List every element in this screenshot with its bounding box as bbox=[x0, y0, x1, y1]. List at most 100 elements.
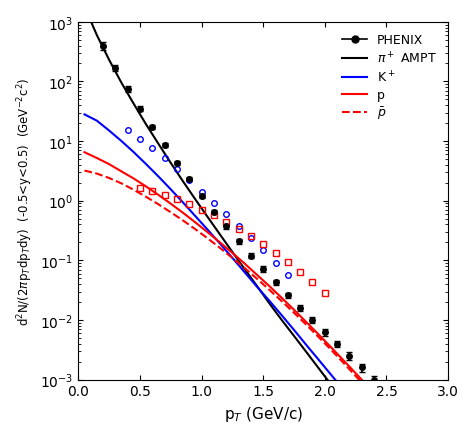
p bbox=[316, 332, 321, 337]
K$^+$ bbox=[279, 313, 284, 318]
K$^+$ bbox=[217, 241, 223, 247]
$\pi^+$ AMPT bbox=[316, 366, 321, 371]
$\bar{p}$ bbox=[106, 176, 112, 181]
$\pi^+$ AMPT bbox=[155, 142, 161, 147]
p bbox=[94, 156, 100, 161]
p bbox=[365, 384, 371, 389]
$\bar{p}$ bbox=[328, 347, 334, 353]
$\bar{p}$ bbox=[353, 374, 358, 379]
$\bar{p}$ bbox=[377, 401, 383, 406]
$\pi^+$ AMPT bbox=[131, 102, 137, 107]
Line: $\pi^+$ AMPT: $\pi^+$ AMPT bbox=[84, 7, 442, 438]
$\pi^+$ AMPT bbox=[365, 432, 371, 437]
$\bar{p}$ bbox=[365, 387, 371, 392]
Line: K$^+$: K$^+$ bbox=[84, 115, 442, 438]
K$^+$ bbox=[131, 150, 137, 155]
$\bar{p}$ bbox=[131, 188, 137, 193]
$\pi^+$ AMPT bbox=[82, 5, 87, 10]
p bbox=[118, 170, 124, 175]
p bbox=[180, 211, 186, 216]
K$^+$ bbox=[180, 201, 186, 206]
p bbox=[402, 425, 408, 431]
$\bar{p}$ bbox=[217, 246, 223, 251]
K$^+$ bbox=[365, 417, 371, 423]
p bbox=[303, 320, 309, 325]
K$^+$ bbox=[155, 174, 161, 180]
Line: $\bar{p}$: $\bar{p}$ bbox=[84, 171, 442, 438]
$\bar{p}$ bbox=[118, 181, 124, 187]
K$^+$ bbox=[242, 270, 247, 276]
K$^+$ bbox=[205, 228, 210, 233]
$\pi^+$ AMPT bbox=[192, 198, 198, 203]
K$^+$ bbox=[266, 298, 272, 304]
p bbox=[266, 284, 272, 289]
$\pi^+$ AMPT bbox=[254, 284, 260, 289]
$\bar{p}$ bbox=[143, 195, 149, 200]
$\pi^+$ AMPT bbox=[353, 415, 358, 420]
$\pi^+$ AMPT bbox=[106, 58, 112, 64]
p bbox=[353, 371, 358, 376]
$\pi^+$ AMPT bbox=[217, 233, 223, 238]
$\pi^+$ AMPT bbox=[266, 301, 272, 306]
p bbox=[340, 358, 346, 363]
p bbox=[377, 398, 383, 403]
$\pi^+$ AMPT bbox=[168, 161, 173, 166]
X-axis label: p$_T$ (GeV/c): p$_T$ (GeV/c) bbox=[224, 404, 303, 423]
$\bar{p}$ bbox=[82, 169, 87, 174]
p bbox=[143, 184, 149, 190]
$\pi^+$ AMPT bbox=[118, 81, 124, 86]
$\pi^+$ AMPT bbox=[229, 250, 235, 255]
K$^+$ bbox=[316, 357, 321, 363]
$\bar{p}$ bbox=[279, 299, 284, 304]
K$^+$ bbox=[118, 139, 124, 145]
$\bar{p}$ bbox=[402, 430, 408, 435]
K$^+$ bbox=[192, 214, 198, 219]
$\pi^+$ AMPT bbox=[291, 333, 297, 339]
p bbox=[131, 177, 137, 182]
$\bar{p}$ bbox=[242, 266, 247, 271]
p bbox=[192, 220, 198, 226]
$\pi^+$ AMPT bbox=[180, 180, 186, 185]
K$^+$ bbox=[340, 387, 346, 392]
$\bar{p}$ bbox=[254, 276, 260, 282]
K$^+$ bbox=[106, 129, 112, 134]
K$^+$ bbox=[229, 256, 235, 261]
$\bar{p}$ bbox=[266, 287, 272, 293]
$\bar{p}$ bbox=[155, 202, 161, 208]
$\pi^+$ AMPT bbox=[279, 318, 284, 323]
$\pi^+$ AMPT bbox=[242, 267, 247, 272]
p bbox=[155, 193, 161, 198]
p bbox=[217, 240, 223, 246]
K$^+$ bbox=[303, 343, 309, 348]
Y-axis label: d$^2$N/(2$\pi$p$_T$dp$_T$dy)  (-0.5<y<0.5)  (GeV$^{-2}$c$^2$): d$^2$N/(2$\pi$p$_T$dp$_T$dy) (-0.5<y<0.5… bbox=[15, 78, 35, 325]
$\pi^+$ AMPT bbox=[328, 382, 334, 387]
$\pi^+$ AMPT bbox=[143, 123, 149, 128]
$\bar{p}$ bbox=[390, 415, 395, 420]
p bbox=[205, 230, 210, 235]
K$^+$ bbox=[254, 285, 260, 290]
p bbox=[279, 296, 284, 301]
Legend: PHENIX, $\pi^+$ AMPT, K$^+$, p, $\bar{p}$: PHENIX, $\pi^+$ AMPT, K$^+$, p, $\bar{p}… bbox=[337, 29, 442, 127]
$\bar{p}$ bbox=[94, 172, 100, 177]
$\bar{p}$ bbox=[303, 322, 309, 328]
Line: p: p bbox=[84, 153, 442, 438]
p bbox=[291, 307, 297, 313]
K$^+$ bbox=[377, 433, 383, 438]
$\bar{p}$ bbox=[316, 335, 321, 340]
K$^+$ bbox=[328, 372, 334, 378]
p bbox=[390, 411, 395, 417]
$\bar{p}$ bbox=[229, 256, 235, 261]
$\bar{p}$ bbox=[340, 360, 346, 365]
$\bar{p}$ bbox=[291, 311, 297, 316]
$\bar{p}$ bbox=[192, 227, 198, 232]
K$^+$ bbox=[291, 328, 297, 333]
$\bar{p}$ bbox=[205, 236, 210, 241]
$\pi^+$ AMPT bbox=[340, 398, 346, 403]
p bbox=[168, 201, 173, 207]
K$^+$ bbox=[82, 113, 87, 118]
K$^+$ bbox=[94, 119, 100, 124]
$\bar{p}$ bbox=[180, 219, 186, 224]
p bbox=[242, 261, 247, 267]
p bbox=[229, 251, 235, 256]
p bbox=[254, 272, 260, 278]
